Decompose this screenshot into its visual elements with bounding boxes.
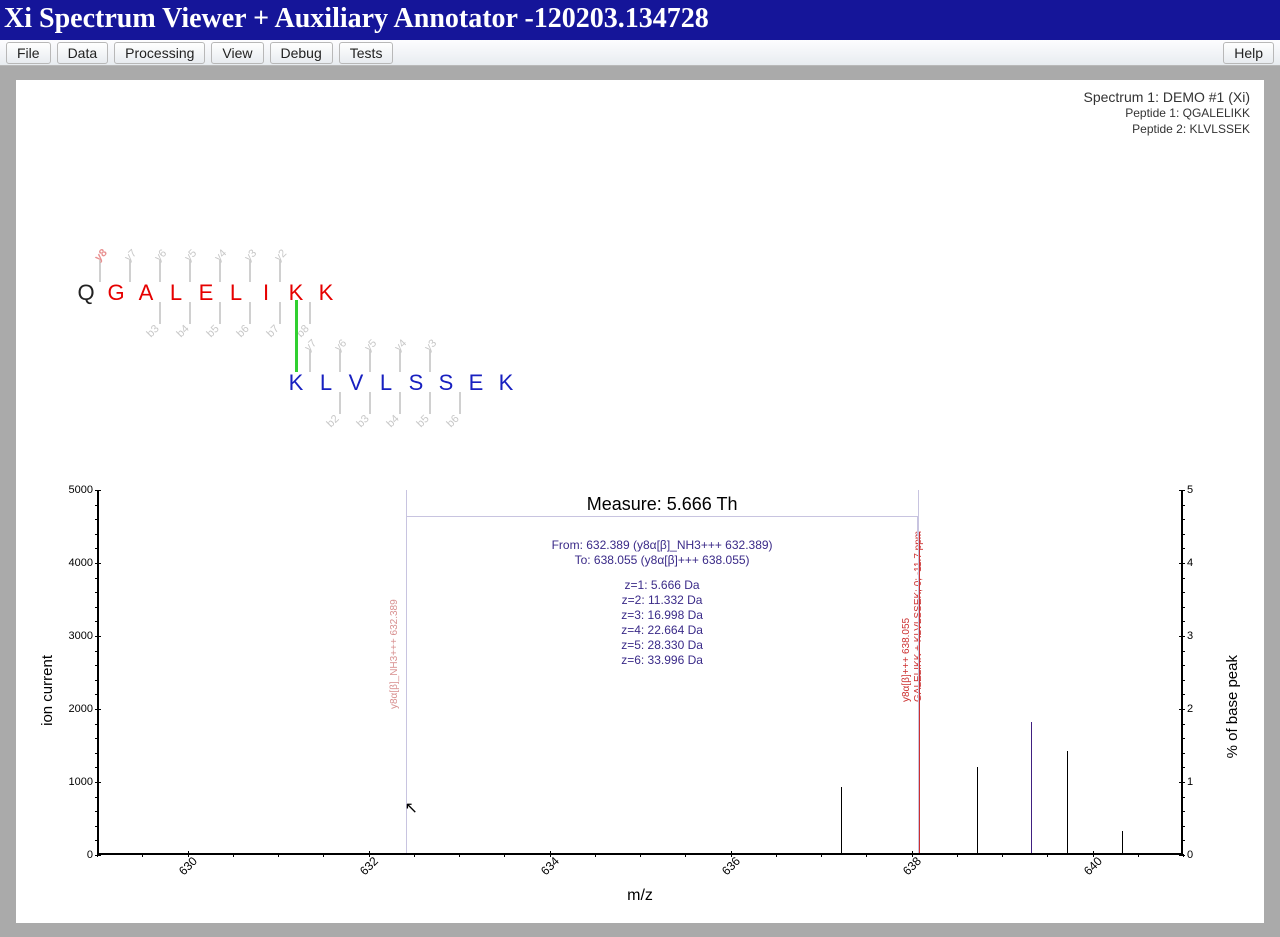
p2-bion-b2: b2 (325, 413, 342, 430)
menu-debug[interactable]: Debug (270, 42, 333, 64)
p2-residue-1: L (311, 370, 341, 396)
ytick-right: 5 (1187, 484, 1203, 496)
peptide-1-row: QGALELIKK (71, 280, 341, 306)
p2-residue-6: E (461, 370, 491, 396)
xtick: 636 (718, 854, 742, 878)
p1-yion-y2: y2 (273, 247, 290, 264)
spectrum-chart[interactable]: ion current % of base peak m/z y8α[β]_NH… (41, 490, 1239, 903)
window-titlebar: Xi Spectrum Viewer + Auxiliary Annotator… (0, 0, 1280, 40)
peak[interactable] (977, 767, 978, 853)
window-title: Xi Spectrum Viewer + Auxiliary Annotator… (4, 3, 709, 34)
p2-bion-b5: b5 (415, 413, 432, 430)
menu-tests[interactable]: Tests (339, 42, 394, 64)
y-axis-label-left: ion current (39, 655, 56, 726)
canvas: Spectrum 1: DEMO #1 (Xi) Peptide 1: QGAL… (16, 80, 1264, 923)
menu-data[interactable]: Data (57, 42, 109, 64)
menu-view[interactable]: View (211, 42, 263, 64)
p2-residue-7: K (491, 370, 521, 396)
p1-bion-b6: b6 (235, 323, 252, 340)
ytick-right: 2 (1187, 703, 1203, 715)
p1-residue-1: G (101, 280, 131, 306)
ytick-right: 4 (1187, 557, 1203, 569)
p1-bion-b7: b7 (265, 323, 282, 340)
p2-residue-3: L (371, 370, 401, 396)
menu-help[interactable]: Help (1223, 42, 1274, 64)
p1-yion-y4: y4 (213, 247, 230, 264)
p2-residue-5: S (431, 370, 461, 396)
p2-yion-y5: y5 (363, 337, 380, 354)
p1-residue-0: Q (71, 280, 101, 306)
info-peptide2: Peptide 2: KLVLSSEK (1084, 122, 1251, 138)
ytick-left: 4000 (67, 557, 93, 569)
p2-residue-4: S (401, 370, 431, 396)
ytick-left: 5000 (67, 484, 93, 496)
xtick: 638 (899, 854, 923, 878)
measure-title: Measure: 5.666 Th (587, 494, 738, 515)
measure-fromto: From: 632.389 (y8α[β]_NH3+++ 632.389)To:… (552, 538, 773, 568)
menu-file[interactable]: File (6, 42, 51, 64)
crosslink-line (295, 300, 298, 372)
measure-band (406, 516, 919, 536)
p2-yion-y6: y6 (333, 337, 350, 354)
p1-yion-y8: y8 (93, 247, 110, 264)
p1-yion-y3: y3 (243, 247, 260, 264)
xtick: 640 (1080, 854, 1104, 878)
p1-residue-4: E (191, 280, 221, 306)
peptide-2-row: KLVLSSEK (281, 370, 521, 396)
menubar: File DataProcessing View Debug Tests Help (0, 40, 1280, 66)
info-spectrum: Spectrum 1: DEMO #1 (Xi) (1084, 88, 1251, 106)
menubar-left: File DataProcessing View Debug Tests (6, 42, 399, 64)
p1-yion-y7: y7 (123, 247, 140, 264)
plot-area[interactable]: y8α[β]_NH3+++ 632.389y8α[β]+++ 638.055GA… (97, 490, 1183, 855)
p1-yion-y5: y5 (183, 247, 200, 264)
p1-bion-b3: b3 (145, 323, 162, 340)
ytick-right: 0 (1187, 849, 1203, 861)
ytick-right: 3 (1187, 630, 1203, 642)
p1-bion-b5: b5 (205, 323, 222, 340)
menu-processing[interactable]: Processing (114, 42, 205, 64)
xtick: 632 (356, 854, 380, 878)
p2-yion-y7: y7 (303, 337, 320, 354)
p2-bion-b4: b4 (385, 413, 402, 430)
p1-residue-6: I (251, 280, 281, 306)
y-axis-label-right: % of base peak (1224, 655, 1241, 758)
p2-bion-b3: b3 (355, 413, 372, 430)
p2-residue-2: V (341, 370, 371, 396)
xtick: 634 (537, 854, 561, 878)
xtick: 630 (175, 854, 199, 878)
peak[interactable] (1031, 722, 1032, 853)
ytick-right: 1 (1187, 776, 1203, 788)
p1-bion-b4: b4 (175, 323, 192, 340)
peak[interactable] (1067, 751, 1068, 853)
x-axis-label: m/z (627, 887, 653, 905)
ytick-left: 0 (67, 849, 93, 861)
p2-yion-y4: y4 (393, 337, 410, 354)
info-peptide1: Peptide 1: QGALELIKK (1084, 106, 1251, 122)
p2-yion-y3: y3 (423, 337, 440, 354)
ytick-left: 3000 (67, 630, 93, 642)
peak-label: y8α[β]+++ 638.055 (901, 618, 912, 702)
p1-residue-3: L (161, 280, 191, 306)
peak-label: y8α[β]_NH3+++ 632.389 (389, 599, 400, 709)
p2-residue-0: K (281, 370, 311, 396)
p1-yion-y6: y6 (153, 247, 170, 264)
measure-zlines: z=1: 5.666 Daz=2: 11.332 Daz=3: 16.998 D… (621, 578, 703, 668)
ytick-left: 2000 (67, 703, 93, 715)
peptide-diagram: QGALELIKKKLVLSSEKy8y7y6y5y4y3y2b3b4b5b6b… (71, 160, 591, 420)
ytick-left: 1000 (67, 776, 93, 788)
p1-residue-8: K (311, 280, 341, 306)
p1-residue-2: A (131, 280, 161, 306)
p2-bion-b6: b6 (445, 413, 462, 430)
p1-residue-5: L (221, 280, 251, 306)
workspace: Spectrum 1: DEMO #1 (Xi) Peptide 1: QGAL… (0, 66, 1280, 937)
peak[interactable] (841, 787, 842, 853)
peak[interactable] (1122, 831, 1123, 853)
info-block: Spectrum 1: DEMO #1 (Xi) Peptide 1: QGAL… (1084, 88, 1251, 137)
